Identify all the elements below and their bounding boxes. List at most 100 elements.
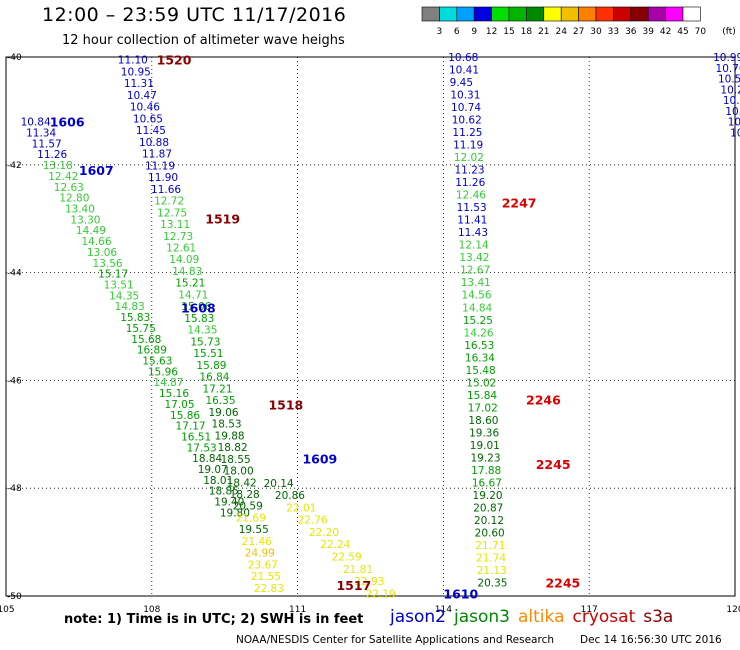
pass-label: 1517 bbox=[336, 578, 371, 593]
swh-value: 18.60 bbox=[468, 415, 498, 427]
x-tick-label: 120 bbox=[726, 605, 740, 615]
pass-label: 1607 bbox=[79, 163, 114, 178]
colorbar-tick: 33 bbox=[608, 27, 619, 37]
swh-value: 19.88 bbox=[215, 430, 245, 442]
swh-value: 20.60 bbox=[475, 527, 505, 539]
colorbar-tick: 3 bbox=[437, 27, 443, 37]
swh-value: 11.87 bbox=[142, 149, 172, 161]
legend-entry: altika bbox=[518, 607, 565, 627]
swh-colorbar: 3 6 9 12 15 18 21 24 27 30 33 36 39 42 45 70 (ft) bbox=[421, 6, 736, 37]
swh-value: 16.67 bbox=[472, 477, 502, 489]
swh-value: 17.17 bbox=[176, 421, 206, 433]
swh-value: 10.95 bbox=[121, 66, 151, 78]
swh-value: 15.96 bbox=[148, 366, 178, 378]
pass-label: 1518 bbox=[268, 398, 303, 413]
pass-label: 2247 bbox=[502, 196, 537, 211]
swh-value: 21.74 bbox=[476, 553, 506, 565]
swh-value: 11.10 bbox=[118, 55, 148, 67]
swh-value: 11.41 bbox=[457, 215, 487, 227]
swh-value: 12.02 bbox=[454, 152, 484, 164]
swh-value: 15.02 bbox=[466, 377, 496, 389]
pass-label: 1520 bbox=[157, 53, 192, 68]
swh-value: 10.22 bbox=[720, 84, 740, 96]
swh-value: 11.19 bbox=[145, 160, 175, 172]
swh-value: 15.86 bbox=[170, 410, 200, 422]
swh-value: 15.75 bbox=[126, 323, 156, 335]
colorbar-tick: 42 bbox=[660, 27, 671, 37]
swh-value: 11.26 bbox=[37, 149, 67, 161]
swh-value: 14.83 bbox=[115, 301, 145, 313]
swh-value: 11.31 bbox=[124, 78, 154, 90]
credit-line: NOAA/NESDIS Center for Satellite Applica… bbox=[236, 634, 554, 646]
swh-value: 10.8 bbox=[723, 95, 740, 107]
swh-value: 19.20 bbox=[473, 490, 503, 502]
swh-value: 14.35 bbox=[109, 290, 139, 302]
swh-value: 11.57 bbox=[32, 138, 62, 150]
swh-value: 11.25 bbox=[452, 127, 482, 139]
swh-value: 12.14 bbox=[459, 240, 489, 252]
pass-label: 1519 bbox=[205, 212, 240, 227]
pass-label: 2246 bbox=[526, 392, 561, 407]
swh-value: 10 bbox=[730, 127, 740, 139]
y-tick-label: -50 bbox=[7, 592, 22, 602]
swh-value: 14.83 bbox=[172, 266, 202, 278]
legend-entry: jason3 bbox=[454, 607, 510, 627]
swh-value: 15.21 bbox=[175, 278, 205, 290]
swh-value: 20.12 bbox=[474, 515, 504, 527]
pass-label: 1609 bbox=[302, 452, 337, 467]
swh-value: 12.73 bbox=[163, 231, 193, 243]
swh-value: 10.65 bbox=[133, 113, 163, 125]
colorbar-tick: 6 bbox=[454, 27, 460, 37]
swh-value: 20.87 bbox=[473, 502, 503, 514]
colorbar-tick: 18 bbox=[521, 27, 533, 37]
swh-value: 9.45 bbox=[450, 77, 473, 89]
swh-value: 14.35 bbox=[187, 325, 217, 337]
pass-label: 2245 bbox=[536, 457, 571, 472]
swh-value: 10.74 bbox=[451, 102, 481, 114]
swh-value: 20.86 bbox=[275, 490, 305, 502]
swh-value: 18.85 bbox=[209, 486, 239, 498]
page-title: 12:00 – 23:59 UTC 11/17/2016 bbox=[42, 4, 347, 26]
swh-value: 18.53 bbox=[212, 419, 242, 431]
swh-value: 14.26 bbox=[464, 327, 494, 339]
swh-value: 21.81 bbox=[343, 564, 373, 576]
swh-value: 15.68 bbox=[131, 334, 161, 346]
swh-value: 24.99 bbox=[245, 548, 275, 560]
colorbar-tick: 45 bbox=[677, 27, 688, 37]
swh-value: 22.19 bbox=[366, 588, 396, 600]
swh-value: 14.84 bbox=[462, 302, 492, 314]
swh-value: 16.84 bbox=[199, 372, 229, 384]
swh-value: 10.84 bbox=[21, 117, 51, 129]
swh-value: 22.24 bbox=[320, 539, 350, 551]
swh-value: 13.51 bbox=[104, 280, 134, 292]
x-tick-label: 105 bbox=[0, 605, 15, 615]
swh-value: 23.67 bbox=[248, 559, 278, 571]
swh-value: 18.01 bbox=[203, 475, 233, 487]
swh-value: 18.42 bbox=[227, 477, 257, 489]
swh-value: 21.13 bbox=[477, 565, 507, 577]
swh-value: 12.80 bbox=[59, 193, 89, 205]
swh-value: 12.42 bbox=[48, 171, 78, 183]
swh-value: 15.73 bbox=[190, 336, 220, 348]
y-tick-label: -40 bbox=[7, 53, 22, 63]
swh-value: 17.02 bbox=[468, 402, 498, 414]
swh-value: 20.35 bbox=[477, 578, 507, 590]
legend-entry: cryosat bbox=[572, 607, 636, 627]
swh-value: 18.55 bbox=[221, 454, 251, 466]
swh-value: 18.82 bbox=[218, 442, 248, 454]
y-tick-label: -44 bbox=[7, 269, 22, 279]
swh-value: 13.40 bbox=[65, 204, 95, 216]
swh-value: 15.84 bbox=[467, 390, 497, 402]
swh-value: 17.53 bbox=[187, 442, 217, 454]
swh-value: 22.76 bbox=[298, 515, 328, 527]
swh-value: 18.28 bbox=[230, 489, 260, 501]
swh-value: 14.66 bbox=[81, 236, 111, 248]
swh-value: 10.76 bbox=[716, 63, 740, 75]
swh-value: 11.43 bbox=[458, 227, 488, 239]
swh-value: 12.61 bbox=[166, 243, 196, 255]
swh-value: 17.21 bbox=[202, 383, 232, 395]
swh-value: 13.41 bbox=[461, 277, 491, 289]
x-tick-label: 108 bbox=[143, 605, 160, 615]
colorbar-tick: 24 bbox=[555, 27, 567, 37]
swh-value: 15.48 bbox=[466, 365, 496, 377]
